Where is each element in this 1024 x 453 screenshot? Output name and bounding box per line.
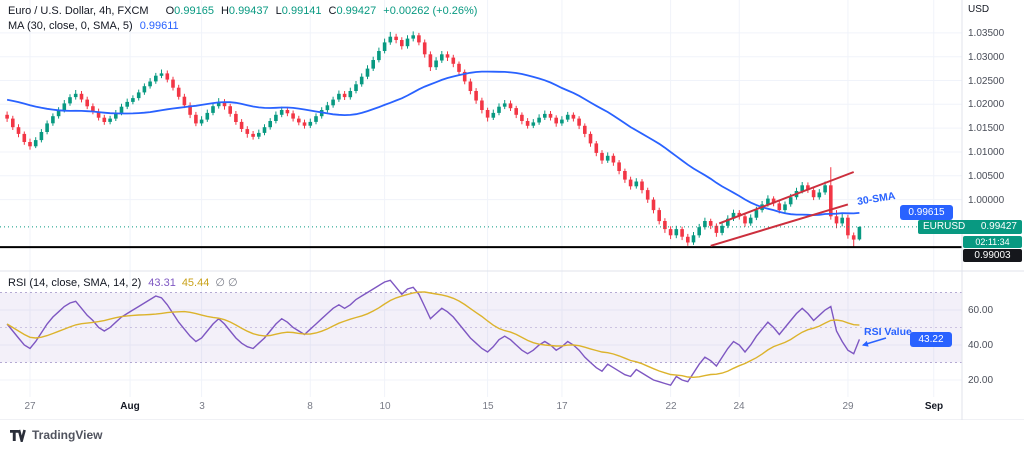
symbol-legend[interactable]: Euro / U.S. Dollar, 4h, FXCM O0.99165 H0.9… [8,5,477,18]
time-axis[interactable]: 27 Aug 3 8 10 15 17 22 24 29 Sep [0,397,962,420]
rsi-band [0,292,962,363]
price-axis-label: 1.00000 [968,195,1005,206]
price-axis-label: 1.02000 [968,99,1005,110]
time-axis-label: 15 [482,401,494,412]
rsi-value: 43.31 [148,277,176,289]
ma-title: MA (30, close, 0, SMA, 5) [8,20,133,32]
rsi-annotation-arrowhead [862,340,869,347]
rsi-axis-label: 60.00 [968,305,994,316]
time-axis-label: 22 [665,401,677,412]
tradingview-wordmark: TradingView [32,428,103,442]
time-axis-label: Aug [120,401,140,412]
time-axis-label: 24 [733,401,745,412]
change-value: +0.00262 (+0.26%) [383,5,478,17]
rsi-annotation-label[interactable]: RSI Value [864,326,912,338]
time-axis-label: 29 [842,401,854,412]
channel-lower-line[interactable] [710,203,849,247]
candles-series [5,31,862,248]
rsi-title: RSI (14, close, SMA, 14, 2) [8,277,142,289]
channel-upper-line[interactable] [718,171,855,225]
close-value: 0.99427 [336,5,377,17]
sma-30-line[interactable] [6,70,860,217]
symbol-title: Euro / U.S. Dollar, 4h, FXCM [8,5,149,17]
badge-symbol-price: 0.99427 [980,221,1017,232]
tradingview-logo[interactable]: TradingView [10,428,102,442]
time-axis-label: Sep [924,401,944,412]
axis-currency-label: USD [968,4,990,15]
low-value: 0.99141 [281,5,322,17]
rsi-ma-value: 45.44 [181,277,210,289]
bar-countdown-badge: 02:11:34 [963,236,1022,248]
tradingview-mark-icon [10,429,26,442]
time-axis-label: 10 [379,401,391,412]
price-axis-label: 1.02500 [968,76,1005,87]
time-axis-label: 17 [556,401,568,412]
ma-value: 0.99611 [139,20,179,32]
ma-legend[interactable]: MA (30, close, 0, SMA, 5) 0.99611 [8,20,179,33]
time-axis-label: 3 [199,401,205,412]
price-axis-label: 1.01000 [968,147,1005,158]
rsi-line[interactable] [6,279,861,387]
price-axis-label: 1.00500 [968,171,1005,182]
time-axis-label: 8 [307,401,313,412]
rsi-value-badge[interactable]: 43.22 [910,332,952,347]
price-axis-label: 1.01500 [968,123,1005,134]
level-price-badge: 0.99003 [963,249,1022,262]
rsi-ma-line[interactable] [6,291,860,379]
badge-symbol-name: EURUSD [923,221,966,232]
open-value: 0.99165 [174,5,214,17]
time-axis-label: 27 [24,401,36,412]
price-axis-label: 1.03000 [968,52,1005,63]
symbol-price-badge: EURUSD 0.99427 [918,220,1022,234]
price-axis[interactable]: USD 1.03500 1.03000 1.02500 1.02000 1.01500 1… [962,0,1024,420]
rsi-axis-label: 20.00 [968,375,994,386]
footer: TradingView [0,420,1024,453]
low-label: L [275,5,282,17]
gridlines [0,0,962,397]
price-axis-label: 1.03500 [968,28,1005,39]
open-label: O [165,5,175,17]
high-value: 0.99437 [228,5,269,17]
rsi-empty-values: ∅ ∅ [215,277,238,289]
sma-value-badge[interactable]: 0.99615 [900,205,953,220]
rsi-legend[interactable]: RSI (14, close, SMA, 14, 2) 43.31 45.44 ∅ ∅ [8,277,238,290]
high-label: H [220,5,229,17]
close-label: C [328,5,337,17]
rsi-axis-label: 40.00 [968,340,994,351]
